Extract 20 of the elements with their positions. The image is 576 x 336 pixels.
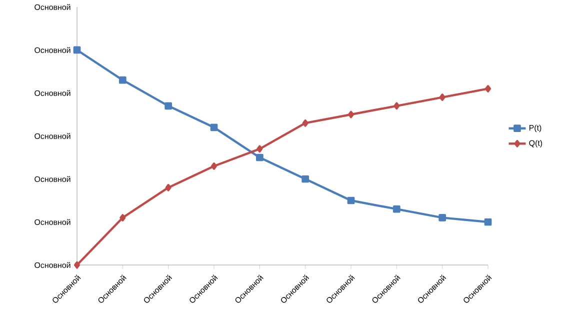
point <box>118 76 126 84</box>
point <box>120 214 126 222</box>
point <box>210 124 218 132</box>
point <box>438 214 446 222</box>
point <box>439 94 446 101</box>
point <box>394 102 400 110</box>
point <box>348 110 354 118</box>
point <box>392 205 400 213</box>
point <box>164 102 172 110</box>
point <box>210 162 218 170</box>
point <box>73 46 81 54</box>
point <box>484 218 492 226</box>
point <box>256 145 263 153</box>
point <box>74 261 80 269</box>
point <box>256 154 264 162</box>
point <box>484 85 492 92</box>
point <box>347 196 355 204</box>
point <box>302 119 308 127</box>
point <box>165 184 172 192</box>
point <box>302 175 310 183</box>
